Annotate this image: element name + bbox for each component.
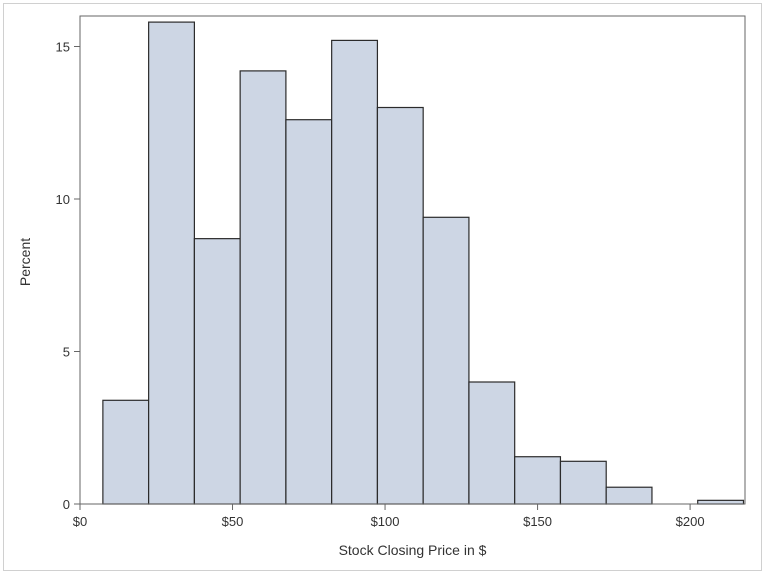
histogram-bar (285, 119, 333, 505)
y-axis: 0 5 10 15 (56, 40, 80, 512)
y-tick-label: 0 (63, 497, 70, 512)
x-tick-label: $100 (371, 514, 400, 529)
x-tick-label: $50 (222, 514, 244, 529)
chart-container: $0 $50 $100 $150 $200 0 5 10 15 Stock Closing P… (3, 3, 762, 571)
histogram-bar (697, 499, 745, 505)
histogram-bar (605, 486, 653, 505)
histogram-bar (148, 21, 195, 505)
y-axis-title: Percent (17, 238, 33, 286)
y-tick-label: 15 (56, 40, 70, 55)
x-tick-label: $150 (523, 514, 552, 529)
histogram-bar (331, 39, 379, 505)
x-tick-label: $200 (676, 514, 705, 529)
x-axis-title: Stock Closing Price in $ (339, 542, 487, 558)
histogram-chart: $0 $50 $100 $150 $200 0 5 10 15 Stock Closing P… (17, 15, 746, 558)
bars-group (102, 21, 745, 505)
histogram-bar (102, 399, 150, 505)
histogram-bar (514, 456, 562, 505)
y-tick-label: 5 (63, 345, 70, 360)
plot-area-frame (79, 15, 746, 505)
x-axis: $0 $50 $100 $150 $200 (73, 504, 705, 529)
histogram-bar (193, 238, 241, 505)
x-tick-label: $0 (73, 514, 87, 529)
histogram-bar (376, 106, 424, 505)
y-tick-label: 10 (56, 192, 70, 207)
histogram-bar (468, 381, 516, 505)
histogram-bar (559, 460, 607, 505)
histogram-bar (239, 70, 287, 505)
histogram-bar (422, 216, 470, 505)
